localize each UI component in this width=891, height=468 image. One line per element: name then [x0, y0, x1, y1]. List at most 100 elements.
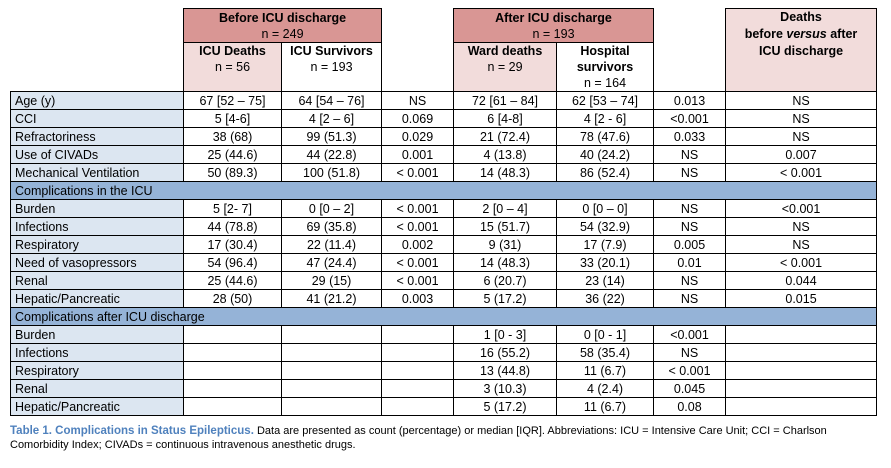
table-row: Renal 25 (44.6) 29 (15) < 0.001 6 (20.7) 23 (…	[10, 271, 878, 290]
table-cell: 67 [52 – 75]	[183, 91, 282, 110]
table-cell: 99 (51.3)	[281, 127, 382, 146]
sub-title: Ward deaths	[467, 44, 543, 58]
table-cell: 25 (44.6)	[183, 145, 282, 164]
table-cell: 100 (51.8)	[281, 163, 382, 182]
table-cell: 23 (14)	[555, 271, 655, 290]
table-cell	[381, 397, 454, 416]
table-cell: 58 (35.4)	[555, 343, 655, 362]
header-spacer	[11, 9, 184, 43]
table-cell: 0.01	[653, 253, 727, 272]
header-spacer	[654, 9, 726, 43]
table-cell: 0.013	[653, 91, 727, 110]
table-cell: 40 (24.2)	[555, 145, 655, 164]
deaths-before-label: before	[744, 27, 783, 41]
table-cell: 11 (6.7)	[555, 397, 655, 416]
table-row: Refractoriness 38 (68) 99 (51.3) 0.029 21 (7…	[10, 127, 878, 146]
group-title: Before ICU discharge	[218, 10, 347, 25]
table-cell: 0.044	[725, 271, 878, 290]
row-label: Age (y)	[10, 91, 184, 110]
table-cell: 22 (11.4)	[281, 235, 382, 254]
caption-body: Data are presented as count (percentage)…	[10, 425, 827, 451]
table-cell: NS	[381, 91, 454, 110]
col-header-icu-survivors: ICU Survivors n = 193	[281, 42, 382, 92]
table-cell: NS	[653, 199, 727, 218]
table-cell: < 0.001	[725, 253, 878, 272]
table-cell	[281, 361, 382, 380]
table-cell	[381, 343, 454, 362]
table-cell: 0.007	[725, 145, 878, 164]
table-cell: 4 [2 – 6]	[281, 109, 382, 128]
table-row: Burden 1 [0 - 3] 0 [0 - 1] <0.001	[10, 325, 878, 344]
col-header-ward-deaths: Ward deaths n = 29	[453, 42, 557, 92]
table-cell: 21 (72.4)	[453, 127, 557, 146]
table-cell	[281, 379, 382, 398]
table-row: Use of CIVADs 25 (44.6) 44 (22.8) 0.001 4 (1…	[10, 145, 878, 164]
deaths-header-line3: ICU discharge	[758, 44, 844, 58]
row-label: Infections	[10, 217, 184, 236]
table-row: Infections 16 (55.2) 58 (35.4) NS	[10, 343, 878, 362]
table-cell: < 0.001	[653, 361, 727, 380]
table-cell: 62 [53 – 74]	[555, 91, 655, 110]
table-cell	[725, 397, 878, 416]
table-cell: <0.001	[725, 199, 878, 218]
col-header-icu-deaths: ICU Deaths n = 56	[183, 42, 282, 92]
table-cell: 17 (30.4)	[183, 235, 282, 254]
table-cell: < 0.001	[381, 217, 454, 236]
table-cell: 41 (21.2)	[281, 289, 382, 308]
table-cell: NS	[653, 343, 727, 362]
table-cell: NS	[653, 271, 727, 290]
table-cell: < 0.001	[725, 163, 878, 182]
group-n: n = 249	[261, 26, 304, 41]
table-cell: NS	[653, 145, 727, 164]
row-label: Infections	[10, 343, 184, 362]
table-body: Age (y) 67 [52 – 75] 64 [54 – 76] NS 72 [61 …	[9, 91, 878, 416]
table-cell	[183, 379, 282, 398]
table-cell: 72 [61 – 84]	[453, 91, 557, 110]
table-cell: 15 (51.7)	[453, 217, 557, 236]
row-label: Burden	[10, 325, 184, 344]
table-cell: 44 (78.8)	[183, 217, 282, 236]
table-cell: 4 (2.4)	[555, 379, 655, 398]
caption-title: Table 1. Complications in Status Epilept…	[10, 425, 254, 437]
sub-title: ICU Deaths	[199, 44, 266, 58]
table-cell: 11 (6.7)	[555, 361, 655, 380]
table-cell: 4 (13.8)	[453, 145, 557, 164]
table-cell	[725, 343, 878, 362]
table-cell: 54 (96.4)	[183, 253, 282, 272]
table-cell: <0.001	[653, 109, 727, 128]
table-row: Burden 5 [2- 7] 0 [0 – 2] < 0.001 2 [0 – 4] 0…	[10, 199, 878, 218]
group-header-before-icu: Before ICU discharge n = 249	[183, 8, 382, 43]
table-cell: 2 [0 – 4]	[453, 199, 557, 218]
table-cell: 0.069	[381, 109, 454, 128]
row-label: Use of CIVADs	[10, 145, 184, 164]
table-cell: 0.002	[381, 235, 454, 254]
sub-title: Hospital survivors	[576, 44, 634, 74]
table-cell: 0 [0 – 0]	[555, 199, 655, 218]
table-cell: < 0.001	[381, 271, 454, 290]
table-cell: NS	[725, 109, 878, 128]
table-cell	[725, 325, 878, 344]
table-cell	[183, 325, 282, 344]
table-row: Respiratory 13 (44.8) 11 (6.7) < 0.001	[10, 361, 878, 380]
table-cell: 5 [4-6]	[183, 109, 282, 128]
group-title: After ICU discharge	[495, 10, 612, 25]
group-header-row: Before ICU discharge n = 249 After ICU d…	[11, 8, 878, 92]
deaths-before-vs-after-header: Deaths before versus after ICU discharge	[725, 8, 878, 92]
table-cell: 50 (89.3)	[183, 163, 282, 182]
table-row: Hepatic/Pancreatic 5 (17.2) 11 (6.7) 0.08	[10, 397, 878, 416]
table-cell	[183, 343, 282, 362]
section-header-row: Complications in the ICU	[9, 181, 878, 200]
table-cell: 0.015	[725, 289, 878, 308]
table-cell: <0.001	[653, 325, 727, 344]
row-label: Renal	[10, 379, 184, 398]
row-label: Respiratory	[10, 235, 184, 254]
table-cell: 17 (7.9)	[555, 235, 655, 254]
deaths-header-line2: before versus after	[730, 26, 872, 43]
section-header-row: Complications after ICU discharge	[9, 307, 878, 326]
deaths-header-line1: Deaths	[780, 10, 822, 24]
table-cell: 6 [4-8]	[453, 109, 557, 128]
table-cell: 9 (31)	[453, 235, 557, 254]
table-cell: 5 (17.2)	[453, 289, 557, 308]
table-row: Respiratory 17 (30.4) 22 (11.4) 0.002 9 (31)…	[10, 235, 878, 254]
